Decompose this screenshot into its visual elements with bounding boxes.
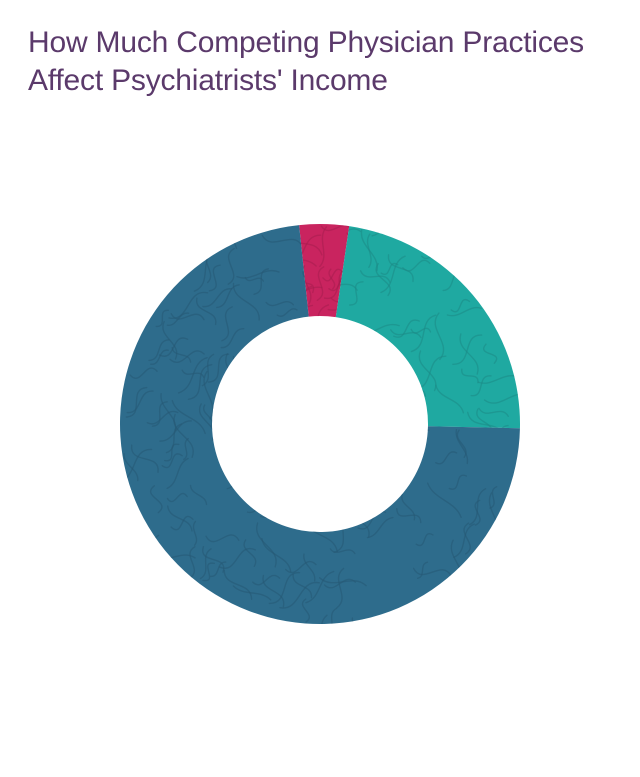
donut-slice bbox=[336, 226, 520, 428]
chart-container: How Much Competing Physician Practices A… bbox=[0, 0, 640, 777]
chart-title: How Much Competing Physician Practices A… bbox=[28, 24, 612, 99]
donut-chart bbox=[105, 209, 535, 639]
donut-chart-wrap bbox=[28, 209, 612, 639]
